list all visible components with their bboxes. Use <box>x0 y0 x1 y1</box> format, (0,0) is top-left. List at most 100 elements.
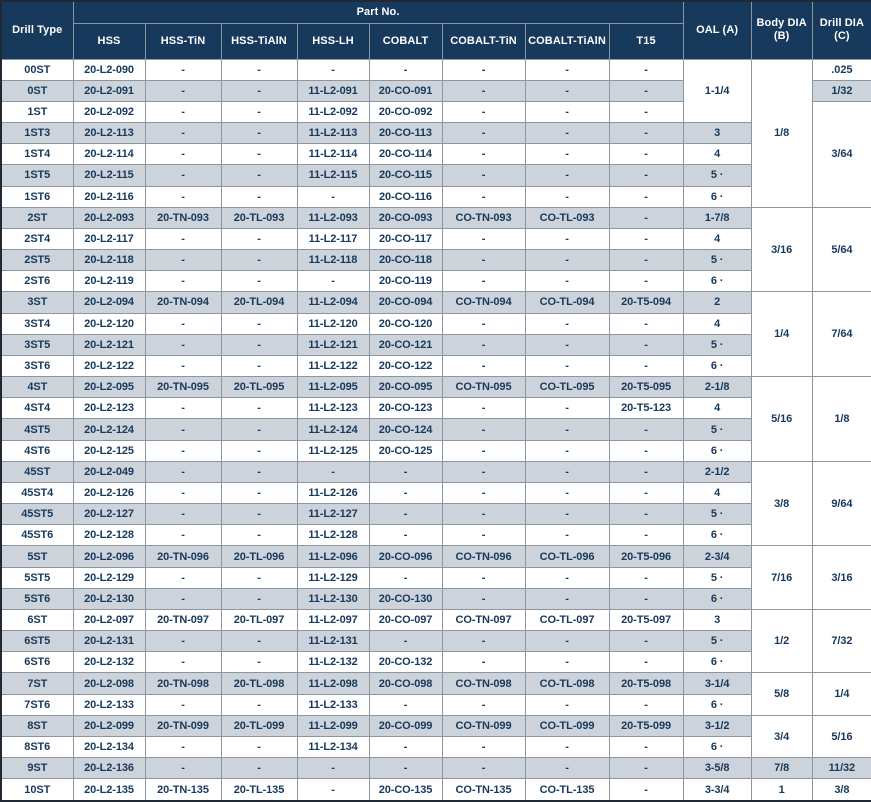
cell-drill: 7/32 <box>811 608 871 674</box>
cell-cobalt-tialn: - <box>524 185 610 208</box>
cell-cobalt: - <box>368 503 443 526</box>
cell-drill-type: 1ST6 <box>0 185 74 208</box>
cell-hss: 20-L2-128 <box>72 524 146 547</box>
cell-cobalt-tin: - <box>441 122 526 145</box>
cell-hss-lh: - <box>296 757 370 780</box>
cell-t15: - <box>608 79 684 102</box>
cell-cobalt: 20-CO-125 <box>368 439 443 462</box>
cell-cobalt-tin: - <box>441 460 526 483</box>
cell-hss-tialn: - <box>220 566 298 589</box>
cell-hss-tialn: - <box>220 100 298 124</box>
cell-cobalt-tialn: - <box>524 312 610 335</box>
cell-t15: - <box>608 757 684 780</box>
cell-oal: 4 <box>682 481 752 505</box>
cell-t15: 20-T5-098 <box>608 672 684 695</box>
header-hss-tialn: HSS-TiAlN <box>220 22 298 60</box>
cell-hss-lh: 11-L2-131 <box>296 630 370 653</box>
header-hss: HSS <box>72 22 146 60</box>
cell-hss: 20-L2-091 <box>72 79 146 102</box>
cell-hss: 20-L2-094 <box>72 291 146 314</box>
cell-hss-tin: - <box>144 185 222 208</box>
cell-drill-type: 6ST5 <box>0 630 74 653</box>
cell-hss-tialn: 20-TL-094 <box>220 291 298 314</box>
cell-cobalt: 20-CO-117 <box>368 227 443 251</box>
cell-hss-lh: 11-L2-096 <box>296 545 370 568</box>
cell-hss-tialn: - <box>220 58 298 81</box>
cell-cobalt-tialn: - <box>524 439 610 462</box>
cell-cobalt: 20-CO-114 <box>368 143 443 166</box>
cell-hss: 20-L2-115 <box>72 164 146 187</box>
cell-cobalt-tialn: - <box>524 270 610 293</box>
cell-hss: 20-L2-123 <box>72 397 146 420</box>
cell-cobalt: - <box>368 566 443 589</box>
cell-oal: 4 <box>682 312 752 335</box>
cell-oal: 6 · <box>682 524 752 547</box>
cell-body: 5/8 <box>750 672 813 716</box>
cell-hss-tin: - <box>144 503 222 526</box>
cell-cobalt: - <box>368 693 443 716</box>
cell-hss-lh: 11-L2-117 <box>296 227 370 251</box>
cell-hss-lh: 11-L2-093 <box>296 206 370 229</box>
cell-cobalt-tialn: - <box>524 100 610 124</box>
cell-hss-tin: 20-TN-135 <box>144 778 222 802</box>
cell-hss-tin: - <box>144 693 222 716</box>
cell-hss-tialn: - <box>220 524 298 547</box>
cell-hss-tin: - <box>144 460 222 483</box>
cell-hss-lh: 11-L2-115 <box>296 164 370 187</box>
cell-hss-tialn: - <box>220 185 298 208</box>
header-hss-lh: HSS-LH <box>296 22 370 60</box>
cell-hss-lh: 11-L2-095 <box>296 376 370 399</box>
table-row: 6ST6 20-L2-132- -11-L2-132 20-CO-132- - -6 · <box>0 651 871 674</box>
cell-t15: 20-T5-123 <box>608 397 684 420</box>
cell-drill: 3/8 <box>811 778 871 802</box>
cell-t15: 20-T5-095 <box>608 376 684 399</box>
cell-hss-tin: - <box>144 249 222 272</box>
cell-cobalt-tin: - <box>441 757 526 780</box>
cell-drill-type: 1ST <box>0 100 74 124</box>
cell-oal: 4 <box>682 227 752 251</box>
cell-drill-type: 4ST4 <box>0 397 74 420</box>
cell-hss-tin: - <box>144 227 222 251</box>
cell-drill-type: 6ST <box>0 608 74 632</box>
table-row: 5ST6 20-L2-130- -11-L2-130 20-CO-130- - -6 · <box>0 587 871 610</box>
cell-hss-lh: 11-L2-130 <box>296 587 370 610</box>
table-row: 2ST5 20-L2-118- -11-L2-118 20-CO-118- - -5 · <box>0 249 871 272</box>
cell-hss-tialn: - <box>220 143 298 166</box>
cell-hss-tin: - <box>144 735 222 759</box>
cell-hss: 20-L2-096 <box>72 545 146 568</box>
cell-cobalt: 20-CO-121 <box>368 333 443 356</box>
cell-t15: - <box>608 587 684 610</box>
table-row: 6ST 20-L2-097 20-TN-097 20-TL-097 11-L2-097 2… <box>0 608 871 674</box>
cell-hss-lh: 11-L2-124 <box>296 418 370 441</box>
cell-oal: 6 · <box>682 439 752 462</box>
cell-t15: - <box>608 206 684 229</box>
cell-drill: .025 <box>811 58 871 81</box>
cell-hss-tin: - <box>144 143 222 166</box>
cell-hss-lh: 11-L2-118 <box>296 249 370 272</box>
cell-hss-lh: 11-L2-127 <box>296 503 370 526</box>
cell-oal: 6 · <box>682 651 752 674</box>
cell-hss-tialn: - <box>220 418 298 441</box>
table-row: 9ST 20-L2-136- - - - - - -3-5/8 7/8 11/32 <box>0 757 871 780</box>
cell-hss-tin: - <box>144 439 222 462</box>
cell-hss-tin: - <box>144 354 222 378</box>
cell-oal: 5 · <box>682 503 752 526</box>
table-row: 3ST5 20-L2-121- -11-L2-121 20-CO-121- - -5 · <box>0 333 871 356</box>
cell-cobalt: 20-CO-113 <box>368 122 443 145</box>
cell-cobalt-tin: - <box>441 397 526 420</box>
table-row: 7ST6 20-L2-133- -11-L2-133- - - -6 · <box>0 693 871 716</box>
table-row: 5ST 20-L2-096 20-TN-096 20-TL-096 11-L2-096 2… <box>0 545 871 610</box>
cell-hss-lh: 11-L2-091 <box>296 79 370 102</box>
cell-cobalt: - <box>368 630 443 653</box>
cell-hss-lh: 11-L2-092 <box>296 100 370 124</box>
cell-drill: 1/32 <box>811 79 871 102</box>
cell-hss-tialn: - <box>220 460 298 483</box>
cell-hss-lh: 11-L2-097 <box>296 608 370 632</box>
cell-cobalt-tialn: CO-TL-135 <box>524 778 610 802</box>
cell-t15: - <box>608 651 684 674</box>
cell-oal: 5 · <box>682 630 752 653</box>
table-row: 4ST6 20-L2-125- -11-L2-125 20-CO-125- - -6 · <box>0 439 871 462</box>
cell-body: 3/8 <box>750 460 813 547</box>
cell-oal: 3-1/4 <box>682 672 752 695</box>
cell-hss: 20-L2-125 <box>72 439 146 462</box>
